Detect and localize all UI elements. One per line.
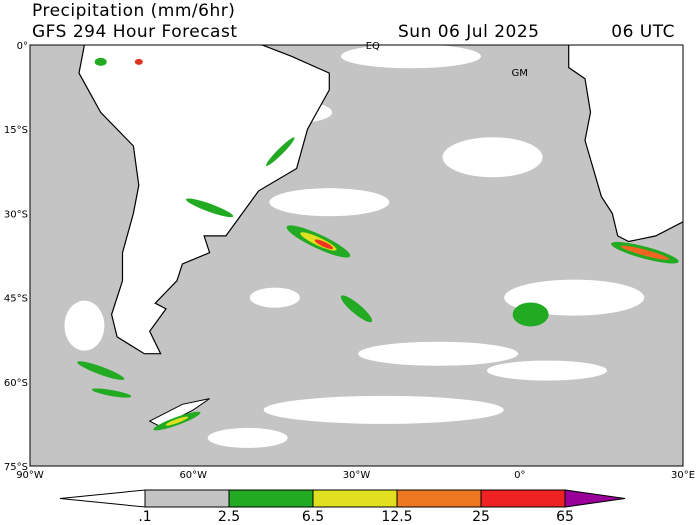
precip-band bbox=[314, 239, 333, 250]
precip-band bbox=[620, 245, 670, 260]
africa bbox=[568, 45, 683, 243]
colorbar-high bbox=[564, 489, 626, 508]
dry-area bbox=[442, 137, 543, 178]
lat-label: 30°S bbox=[4, 209, 28, 220]
colorbar-label: 25 bbox=[472, 509, 490, 525]
lon-label: 30°E bbox=[671, 470, 695, 481]
lat-label: 60°S bbox=[4, 378, 28, 389]
colorbar-segment bbox=[144, 489, 230, 508]
date: Sun 06 Jul 2025 bbox=[398, 22, 539, 42]
lon-label: 60°W bbox=[179, 470, 207, 481]
dry-area bbox=[207, 427, 288, 448]
lon-label: 0° bbox=[514, 470, 525, 481]
colorbar: .1 2.5 6.5 12.5 25 65 bbox=[59, 489, 626, 525]
colorbar-label: 12.5 bbox=[381, 509, 412, 525]
colorbar-segment bbox=[396, 489, 482, 508]
dry-area bbox=[249, 287, 300, 308]
map-frame bbox=[29, 44, 684, 467]
subtitle: GFS 294 Hour Forecast bbox=[32, 22, 238, 42]
prime-meridian-label: GM bbox=[512, 68, 528, 79]
precip-band bbox=[340, 295, 373, 323]
colorbar-segment bbox=[480, 489, 566, 508]
precip-band bbox=[165, 416, 189, 426]
lon-label: 90°W bbox=[16, 470, 44, 481]
south-america bbox=[78, 45, 330, 355]
lat-label: 45°S bbox=[4, 294, 28, 305]
precip-band bbox=[94, 57, 107, 66]
equator-label: EQ bbox=[366, 41, 380, 52]
precip-band bbox=[77, 361, 125, 380]
colorbar-segment bbox=[228, 489, 314, 508]
map-area bbox=[30, 45, 683, 466]
colorbar-low bbox=[59, 489, 146, 508]
lat-label: 0° bbox=[17, 41, 28, 52]
lon-label: 30°W bbox=[343, 470, 371, 481]
precip-band bbox=[91, 388, 132, 398]
dry-area bbox=[486, 360, 607, 381]
colorbar-label: 6.5 bbox=[302, 509, 324, 525]
precip-band bbox=[266, 137, 295, 166]
dry-area bbox=[358, 341, 519, 366]
precip-band bbox=[134, 58, 143, 65]
precip-band bbox=[186, 198, 234, 218]
colorbar-label: 65 bbox=[556, 509, 574, 525]
dry-area bbox=[340, 45, 481, 69]
time: 06 UTC bbox=[611, 22, 675, 42]
title: Precipitation (mm/6hr) bbox=[32, 1, 235, 21]
dry-area bbox=[64, 300, 105, 351]
lat-label: 75°S bbox=[4, 462, 28, 473]
dry-area bbox=[269, 188, 390, 217]
precip-band bbox=[512, 302, 549, 327]
lat-label: 15°S bbox=[4, 125, 28, 136]
colorbar-label: 2.5 bbox=[218, 509, 240, 525]
dry-area bbox=[263, 395, 504, 424]
colorbar-segment bbox=[312, 489, 398, 508]
colorbar-label: .1 bbox=[138, 509, 151, 525]
